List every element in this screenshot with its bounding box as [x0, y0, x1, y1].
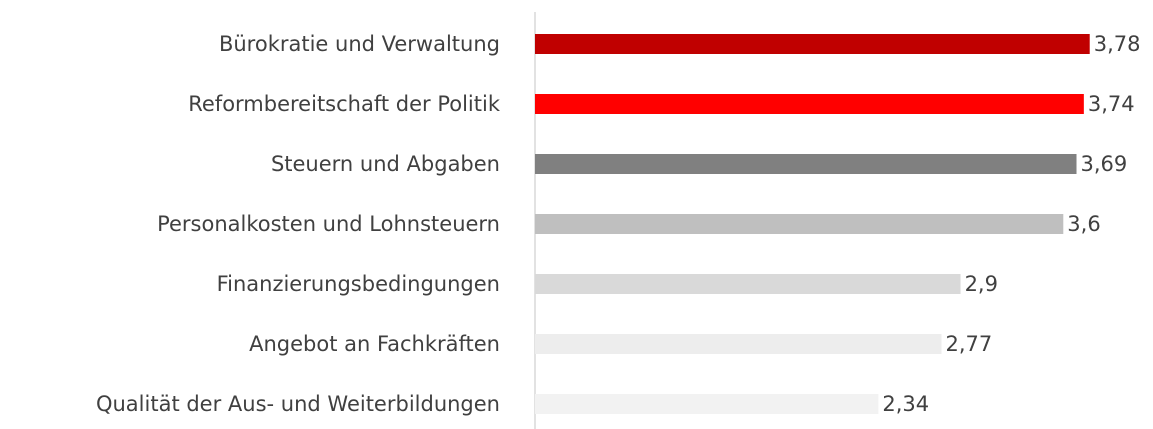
category-label: Angebot an Fachkräften	[249, 332, 500, 356]
bar	[535, 154, 1077, 174]
category-label: Personalkosten und Lohnsteuern	[157, 212, 500, 236]
category-label: Bürokratie und Verwaltung	[219, 32, 500, 56]
bar	[535, 394, 879, 414]
category-label: Steuern und Abgaben	[271, 152, 500, 176]
value-label: 3,74	[1088, 92, 1135, 116]
category-label: Reformbereitschaft der Politik	[188, 92, 501, 116]
value-label: 2,34	[882, 392, 929, 416]
value-label: 3,6	[1067, 212, 1100, 236]
category-label: Finanzierungsbedingungen	[217, 272, 500, 296]
value-label: 3,69	[1081, 152, 1128, 176]
bar	[535, 34, 1090, 54]
value-label: 2,9	[965, 272, 998, 296]
bar	[535, 94, 1084, 114]
value-label: 3,78	[1094, 32, 1141, 56]
category-label: Qualität der Aus- und Weiterbildungen	[96, 392, 500, 416]
bar	[535, 274, 961, 294]
bar	[535, 334, 942, 354]
bar	[535, 214, 1064, 234]
value-label: 2,77	[945, 332, 992, 356]
